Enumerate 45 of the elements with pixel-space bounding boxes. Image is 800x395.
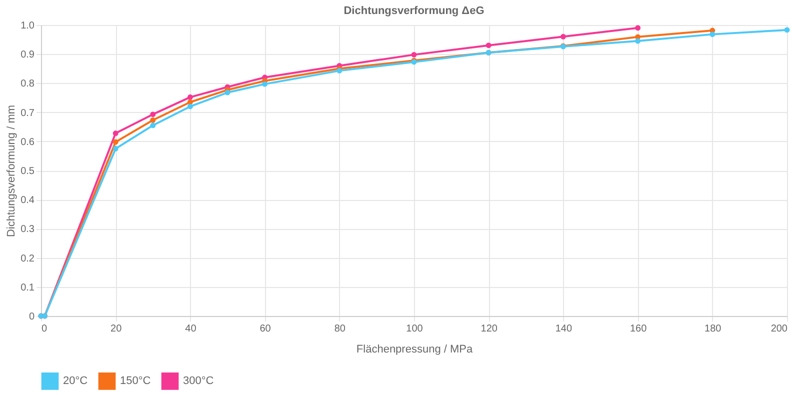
y-tick-label: 0.6: [20, 136, 35, 148]
x-axis-title: Flächenpressung / MPa: [356, 344, 474, 356]
point: [784, 27, 790, 33]
point: [187, 94, 193, 100]
y-tick-label: 0.9: [20, 50, 35, 61]
y-tick-label: 0.4: [20, 195, 35, 206]
point: [560, 34, 566, 40]
x-tick-label: 200: [770, 324, 788, 334]
legend-label: 300°C: [183, 375, 214, 388]
point: [635, 25, 641, 31]
x-tick-label: 180: [704, 324, 722, 334]
point: [710, 32, 716, 38]
point: [112, 139, 118, 145]
point: [187, 104, 193, 110]
x-tick-label: 0: [42, 324, 48, 334]
point: [262, 81, 268, 87]
point: [112, 130, 118, 136]
y-tick-label: 0.7: [20, 108, 35, 119]
chart-title: Dichtungsverformung ΔeG: [344, 5, 484, 17]
y-tick-label: 0.1: [20, 282, 35, 294]
x-tick-label: 60: [260, 324, 272, 334]
point: [224, 90, 230, 96]
point: [411, 52, 417, 58]
x-tick-label: 120: [480, 324, 498, 334]
x-tick-label: 40: [185, 324, 197, 334]
y-tick-label: 0.5: [20, 166, 35, 177]
point: [635, 38, 641, 44]
x-tick-label: 80: [334, 324, 346, 334]
point: [486, 42, 492, 48]
x-tick-label: 160: [630, 324, 648, 334]
y-axis-title: Dichtungsverformung / mm: [6, 104, 18, 238]
x-tick-label: 20: [110, 324, 122, 334]
legend-label: 20°C: [63, 375, 88, 388]
point: [150, 117, 156, 123]
x-tick-label: 140: [555, 324, 572, 334]
legend-label: 150°C: [120, 375, 151, 388]
y-tick-label: 0: [28, 312, 35, 322]
point: [150, 122, 156, 128]
y-tick-label: 1.0: [20, 20, 35, 32]
point: [112, 146, 118, 152]
point: [150, 112, 156, 118]
y-tick-label: 0.2: [20, 253, 35, 264]
y-tick-label: 0.3: [20, 224, 35, 236]
y-tick-label: 0.8: [20, 78, 35, 90]
x-tick-label: 100: [406, 324, 424, 334]
